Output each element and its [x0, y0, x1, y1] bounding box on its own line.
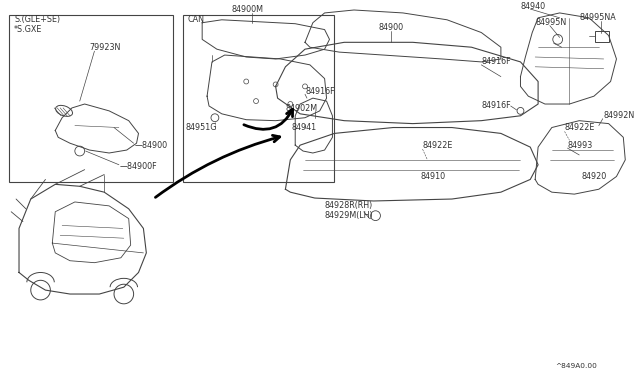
Text: 84995NA: 84995NA — [579, 13, 616, 22]
Text: —84900F: —84900F — [120, 162, 157, 171]
Text: 84920: 84920 — [581, 172, 607, 181]
Text: 84916F: 84916F — [481, 102, 511, 110]
Bar — [182, 15, 334, 182]
Text: 79923N: 79923N — [90, 43, 121, 52]
Bar — [9, 15, 173, 182]
Text: ^849A0.00: ^849A0.00 — [555, 363, 596, 369]
Text: 84922E: 84922E — [422, 141, 453, 150]
Text: 84992N: 84992N — [604, 111, 635, 120]
Text: 84900: 84900 — [378, 23, 404, 32]
Text: 84916F: 84916F — [305, 87, 335, 96]
Text: 84993: 84993 — [568, 141, 593, 150]
Text: 84995N: 84995N — [535, 18, 566, 27]
Text: 84900M: 84900M — [232, 6, 264, 15]
Text: S.(GLE+SE): S.(GLE+SE) — [14, 15, 60, 24]
Text: 84940: 84940 — [520, 1, 546, 10]
Text: *S.GXE: *S.GXE — [14, 25, 42, 34]
Text: 84929M(LH): 84929M(LH) — [324, 211, 373, 220]
Text: 84916F: 84916F — [481, 57, 511, 67]
Text: 84922E: 84922E — [564, 123, 595, 132]
Text: CAN: CAN — [188, 15, 204, 24]
Text: 84951G: 84951G — [186, 123, 217, 132]
Text: 84910: 84910 — [420, 172, 445, 181]
Bar — [595, 31, 609, 42]
Text: 84941: 84941 — [291, 123, 316, 132]
Text: 84902M: 84902M — [285, 105, 317, 113]
Text: —84900: —84900 — [134, 141, 168, 150]
Text: 84928R(RH): 84928R(RH) — [324, 201, 373, 211]
